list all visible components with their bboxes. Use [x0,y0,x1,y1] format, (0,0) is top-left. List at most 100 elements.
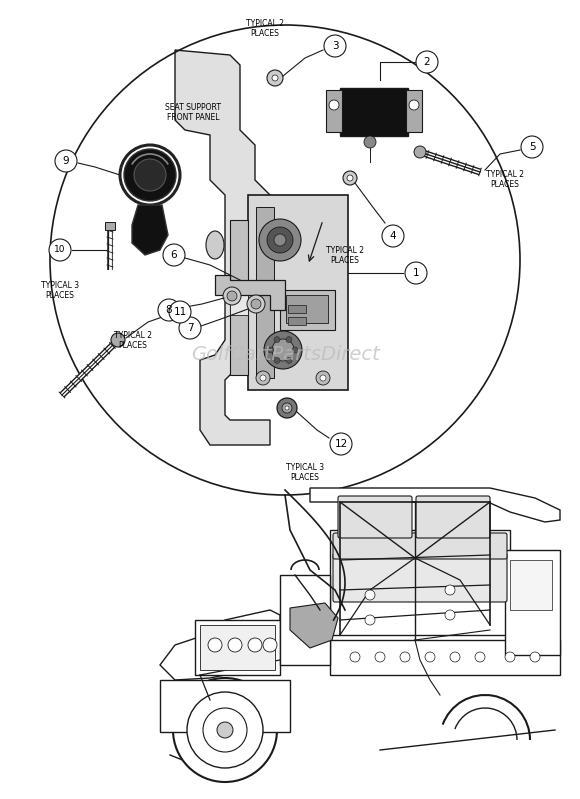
Text: 12: 12 [335,439,347,449]
Circle shape [251,299,261,309]
Circle shape [263,638,277,652]
Text: 7: 7 [187,323,193,333]
Text: GolfCartPartsDirect: GolfCartPartsDirect [191,345,379,364]
Circle shape [292,347,298,353]
Text: TYPICAL 3: TYPICAL 3 [41,281,79,290]
Circle shape [120,145,180,205]
Text: TYPICAL 2: TYPICAL 2 [486,170,524,179]
Text: 6: 6 [171,250,177,260]
Circle shape [173,678,277,782]
Circle shape [414,146,426,158]
Circle shape [330,433,352,455]
Circle shape [248,638,262,652]
FancyBboxPatch shape [510,560,552,610]
Text: 4: 4 [390,231,396,241]
Polygon shape [175,50,270,445]
Polygon shape [132,205,168,255]
Circle shape [158,299,180,321]
Circle shape [282,403,292,413]
Circle shape [286,336,292,343]
Circle shape [382,225,404,247]
Circle shape [365,615,375,625]
Circle shape [274,357,280,364]
FancyBboxPatch shape [338,496,412,538]
Circle shape [163,244,185,266]
Circle shape [267,70,283,86]
FancyBboxPatch shape [333,553,507,602]
Text: 1: 1 [413,268,419,278]
Text: PLACES: PLACES [118,341,147,350]
Circle shape [227,291,237,301]
Circle shape [450,652,460,662]
Circle shape [260,375,266,381]
FancyBboxPatch shape [288,305,306,313]
Circle shape [425,652,435,662]
Circle shape [320,375,326,381]
Circle shape [324,35,346,57]
FancyBboxPatch shape [333,533,507,559]
Circle shape [405,262,427,284]
Circle shape [286,357,292,364]
Text: TYPICAL 2: TYPICAL 2 [114,331,152,340]
Circle shape [268,347,274,353]
Circle shape [347,175,353,181]
Circle shape [134,159,166,191]
Text: 8: 8 [166,305,172,315]
Text: FRONT PANEL: FRONT PANEL [167,113,219,121]
Circle shape [416,51,438,73]
Circle shape [445,610,455,620]
Circle shape [505,652,515,662]
Circle shape [55,150,77,172]
FancyBboxPatch shape [280,290,335,330]
Circle shape [400,652,410,662]
Polygon shape [160,610,280,680]
Circle shape [475,652,485,662]
Ellipse shape [267,227,293,253]
Ellipse shape [206,231,224,259]
Ellipse shape [264,331,302,369]
Text: 3: 3 [332,41,338,51]
Circle shape [329,100,339,110]
Circle shape [169,301,191,323]
Circle shape [223,287,241,305]
Circle shape [217,722,233,738]
FancyBboxPatch shape [256,207,274,378]
Polygon shape [310,488,560,522]
Text: TYPICAL 3: TYPICAL 3 [286,463,324,472]
FancyBboxPatch shape [230,285,248,315]
FancyBboxPatch shape [286,295,328,323]
FancyBboxPatch shape [330,530,510,635]
FancyBboxPatch shape [230,220,248,375]
Circle shape [256,371,270,385]
FancyBboxPatch shape [288,317,306,325]
Circle shape [49,239,71,261]
Circle shape [208,638,222,652]
Text: PLACES: PLACES [291,473,320,482]
FancyBboxPatch shape [280,575,330,665]
FancyBboxPatch shape [340,88,408,136]
Circle shape [274,336,280,343]
Circle shape [124,149,176,201]
Text: PLACES: PLACES [331,256,360,265]
Circle shape [111,333,125,347]
Circle shape [247,295,265,313]
Circle shape [203,708,247,752]
FancyBboxPatch shape [505,550,560,655]
Text: 10: 10 [55,245,66,255]
Text: 5: 5 [529,142,535,152]
Text: SEAT SUPPORT: SEAT SUPPORT [165,102,221,112]
Circle shape [316,371,330,385]
Circle shape [343,171,357,185]
Ellipse shape [272,339,294,361]
Circle shape [277,398,297,418]
Text: TYPICAL 2: TYPICAL 2 [326,246,364,255]
Polygon shape [215,275,285,310]
Circle shape [530,652,540,662]
FancyBboxPatch shape [195,620,280,675]
Circle shape [365,590,375,600]
Circle shape [521,136,543,158]
FancyBboxPatch shape [326,90,342,132]
Text: PLACES: PLACES [251,29,280,38]
Circle shape [409,100,419,110]
Text: TYPICAL 2: TYPICAL 2 [246,19,284,28]
